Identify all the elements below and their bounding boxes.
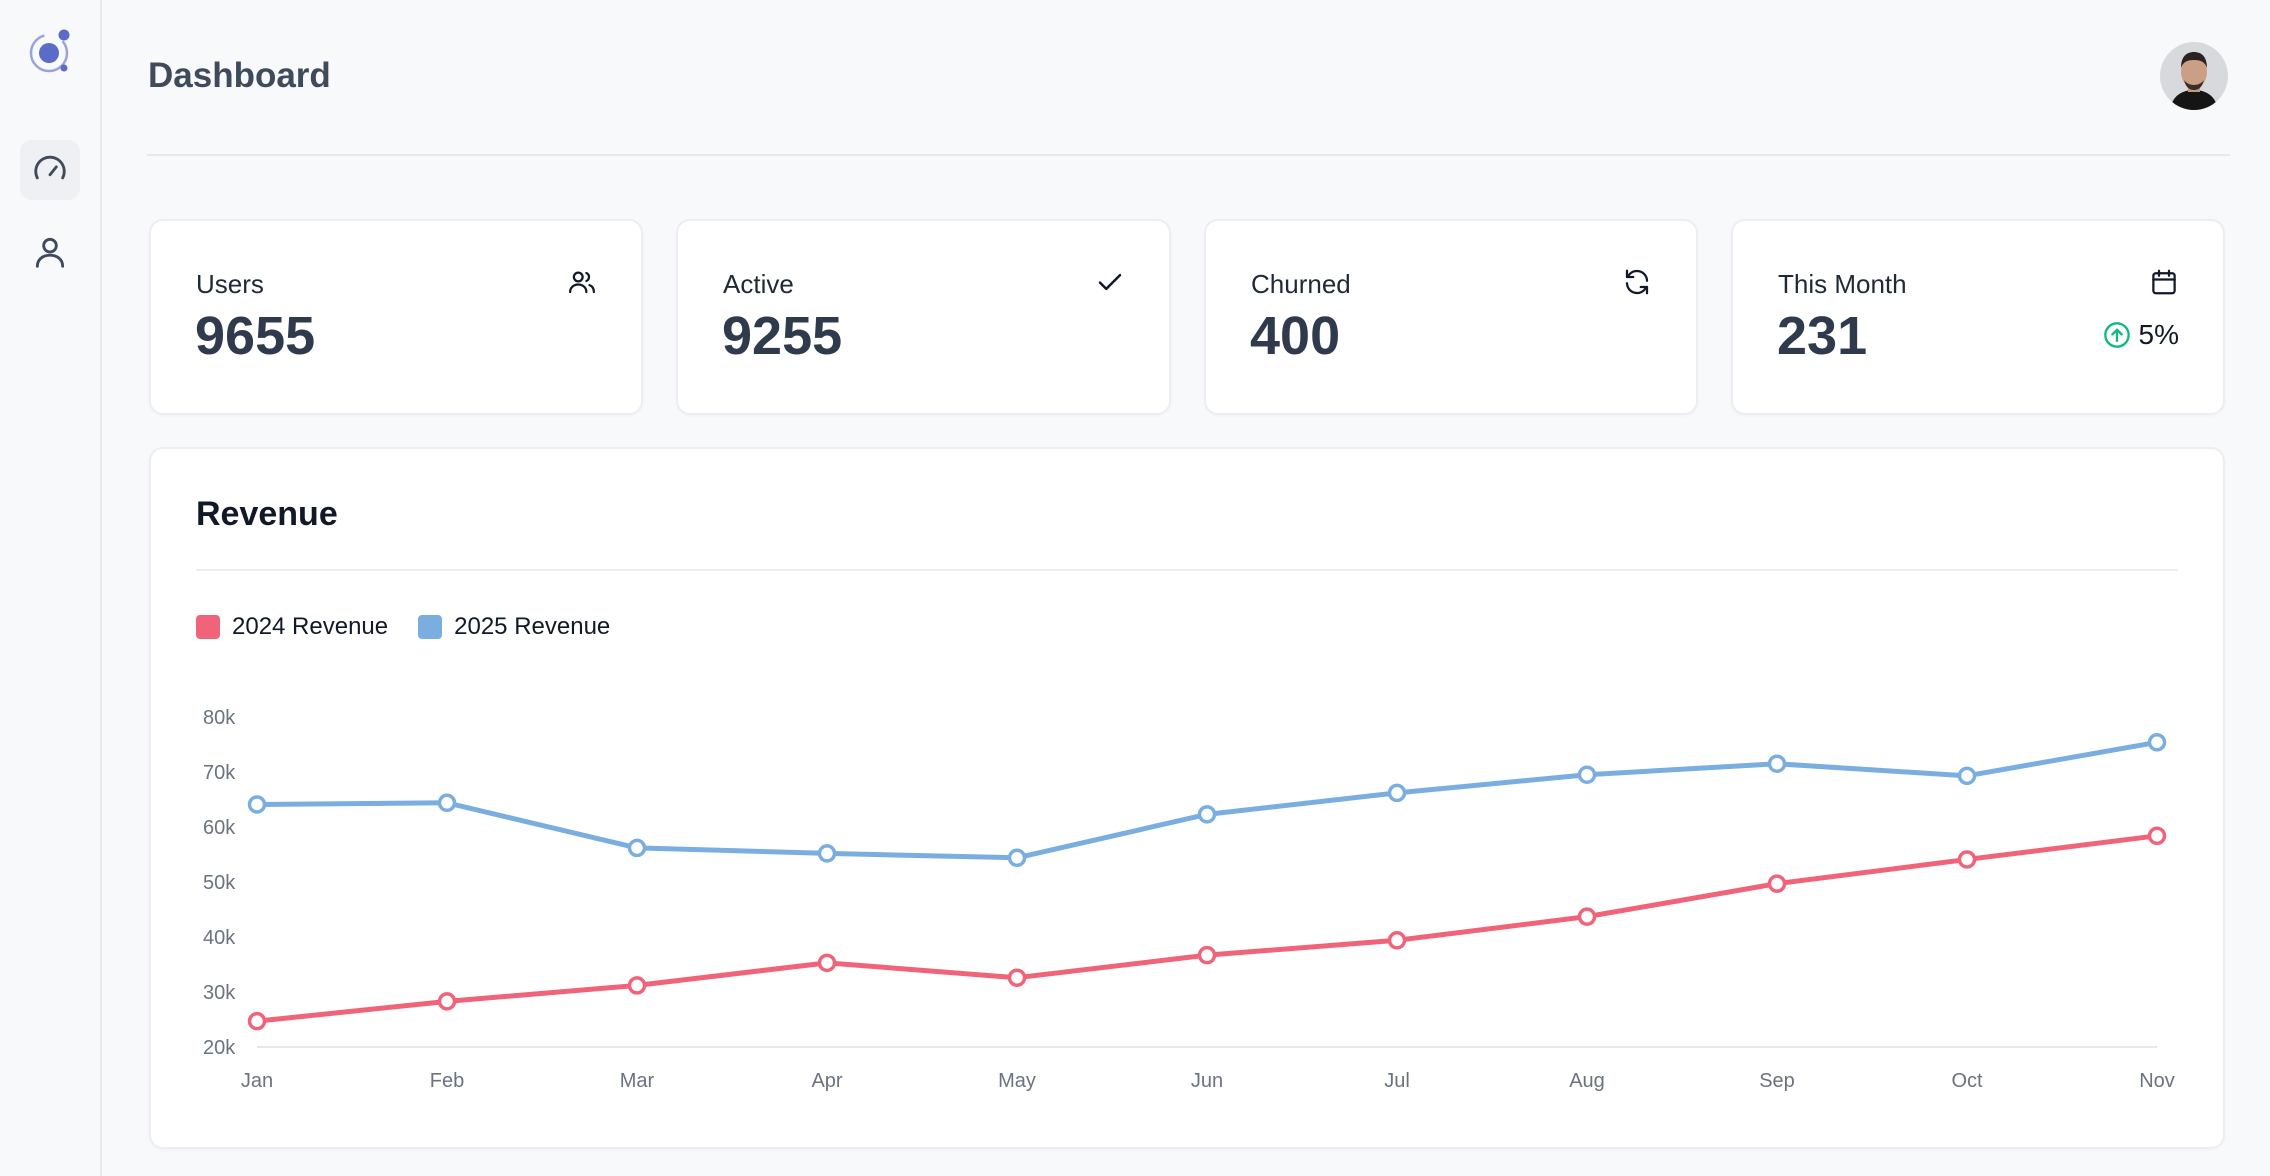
x-tick-label: Jun	[1191, 1070, 1223, 1092]
users-icon	[569, 271, 595, 294]
user-icon	[35, 237, 65, 268]
data-point	[2147, 826, 2167, 846]
x-tick-label: Mar	[620, 1070, 655, 1092]
data-point	[1007, 968, 1027, 987]
check-icon	[1098, 273, 1122, 291]
trend-indicator: 5%	[2103, 319, 2179, 351]
x-tick-label: Feb	[430, 1070, 464, 1092]
stat-card-users: Users 9655	[149, 219, 643, 415]
x-tick-label: Nov	[2139, 1070, 2175, 1092]
legend-label: 2025 Revenue	[454, 613, 611, 640]
data-point	[1197, 805, 1217, 824]
trend-value: 5%	[2138, 319, 2179, 350]
y-tick-label: 20k	[203, 1037, 236, 1059]
stat-card-churned: Churned 400	[1204, 219, 1698, 415]
x-tick-label: Sep	[1759, 1070, 1795, 1092]
chart-legend: 2024 Revenue 2025 Revenue	[196, 613, 610, 641]
data-point	[1577, 907, 1597, 926]
data-point	[1957, 766, 1977, 786]
y-tick-label: 70k	[203, 762, 236, 784]
data-point	[2147, 733, 2167, 752]
data-point	[1197, 945, 1217, 965]
y-tick-label: 60k	[203, 817, 236, 839]
data-point	[817, 844, 837, 863]
data-point	[817, 953, 837, 973]
user-avatar[interactable]	[2160, 42, 2228, 110]
y-tick-label: 80k	[203, 707, 236, 729]
data-point	[1387, 931, 1407, 950]
stat-value: 9655	[195, 306, 316, 366]
gauge-icon	[34, 155, 66, 180]
data-point	[437, 793, 457, 813]
series-line	[254, 739, 2160, 861]
legend-swatch	[196, 615, 220, 639]
legend-item-2024[interactable]: 2024 Revenue	[196, 613, 388, 641]
page-header: Dashboard	[147, 0, 2230, 156]
data-point	[247, 795, 267, 814]
stat-value: 400	[1250, 306, 1341, 366]
stat-label: Churned	[1251, 269, 1351, 299]
chart-divider	[196, 569, 2178, 571]
data-point	[1767, 874, 1787, 893]
data-point	[1767, 754, 1787, 773]
data-point	[627, 838, 647, 858]
stat-card-this-month: This Month 231 5%	[1731, 219, 2225, 415]
calendar-icon	[2152, 269, 2176, 295]
y-tick-label: 40k	[203, 927, 236, 949]
stat-label: This Month	[1778, 269, 1907, 299]
atom-logo-icon[interactable]	[24, 26, 74, 76]
stat-label: Users	[196, 269, 264, 299]
y-tick-label: 30k	[203, 982, 236, 1004]
revenue-card: Revenue 2024 Revenue 2025 Revenue 80k 70k…	[149, 447, 2225, 1149]
data-point	[1387, 783, 1407, 803]
x-tick-label: Jan	[241, 1070, 273, 1092]
data-point	[247, 1011, 267, 1031]
page-title: Dashboard	[148, 56, 331, 95]
stat-label: Active	[723, 269, 794, 299]
sidebar	[0, 0, 102, 1176]
x-tick-label: Aug	[1569, 1070, 1605, 1092]
y-tick-label: 50k	[203, 872, 236, 894]
sidebar-item-dashboard[interactable]	[20, 140, 80, 200]
data-point	[627, 976, 647, 995]
data-point	[1957, 850, 1977, 869]
legend-swatch	[418, 615, 443, 639]
stat-card-active: Active 9255	[676, 219, 1171, 415]
data-point	[1007, 848, 1027, 868]
legend-label: 2024 Revenue	[232, 613, 389, 640]
stat-value: 231	[1777, 306, 1868, 366]
data-point	[437, 992, 457, 1011]
refresh-icon	[1625, 269, 1649, 295]
sidebar-item-profile[interactable]	[20, 222, 80, 282]
chart-title: Revenue	[196, 495, 338, 533]
x-tick-label: May	[998, 1070, 1036, 1092]
data-point	[1577, 765, 1597, 784]
arrow-up-circle-icon	[2103, 322, 2130, 348]
x-tick-label: Apr	[811, 1070, 842, 1092]
legend-item-2025[interactable]: 2025 Revenue	[418, 613, 610, 641]
x-tick-label: Jul	[1384, 1070, 1410, 1092]
series-line	[254, 833, 2160, 1024]
stat-value: 9255	[722, 306, 843, 366]
x-tick-label: Oct	[1951, 1070, 1983, 1092]
